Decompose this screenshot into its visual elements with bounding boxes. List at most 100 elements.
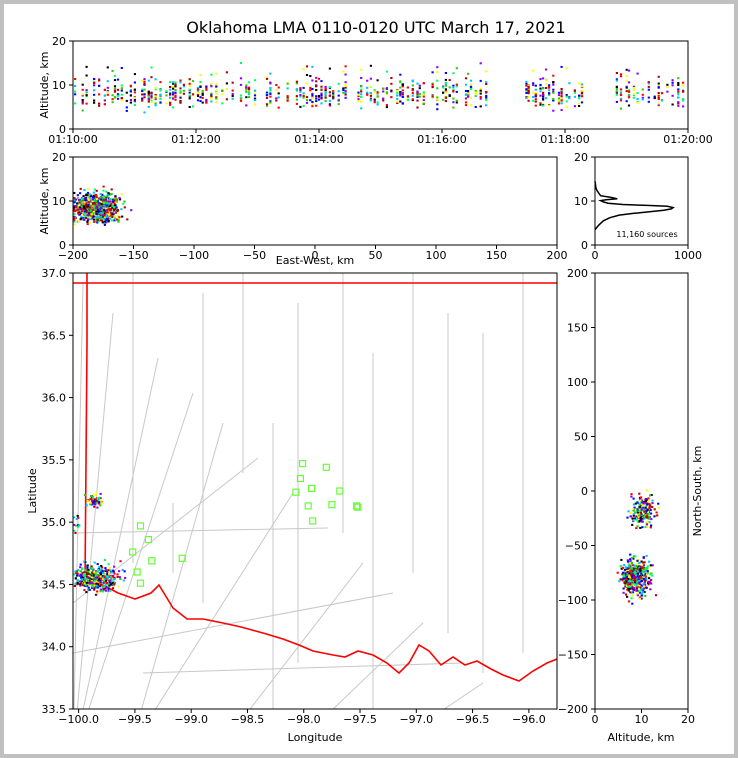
time-altitude-source (188, 85, 191, 88)
time-altitude-source (455, 85, 458, 88)
time-altitude-source (215, 92, 218, 95)
ns-altitude-source (655, 511, 658, 514)
time-altitude-source (565, 105, 568, 108)
ew-altitude-source (106, 212, 109, 215)
plan-view-source (96, 583, 99, 586)
plan-view-source (92, 576, 95, 579)
time-altitude-source (376, 91, 379, 94)
x-tick-label: −50 (243, 249, 266, 262)
plan-view-source (78, 574, 81, 577)
ns-altitude-source (626, 588, 629, 591)
ew-altitude-source (112, 201, 115, 203)
ns-altitude-source (638, 507, 641, 509)
time-altitude-source (568, 82, 571, 85)
ew-altitude-source (83, 212, 86, 215)
ew-altitude-source (79, 200, 82, 203)
time-altitude-source (342, 89, 345, 91)
ns-altitude-source (648, 560, 651, 563)
time-altitude-source (360, 85, 363, 88)
time-altitude-source (677, 102, 680, 105)
time-altitude-source (632, 85, 635, 88)
time-altitude-source (320, 96, 323, 99)
time-altitude-source (324, 86, 327, 88)
ew-altitude-source (122, 202, 125, 205)
ns-altitude-source (635, 589, 638, 592)
ew-altitude-source (110, 201, 113, 204)
ns-altitude-source (630, 597, 633, 600)
time-altitude-source (474, 89, 477, 92)
time-altitude-source (337, 82, 340, 85)
ns-altitude-source (638, 597, 642, 600)
plan-view-source (94, 572, 97, 575)
time-altitude-source (666, 83, 669, 86)
time-altitude-source (619, 88, 623, 91)
ew-altitude-source (117, 218, 120, 221)
time-altitude-source (677, 84, 680, 86)
time-altitude-source (385, 92, 388, 94)
ew-altitude-source (105, 201, 109, 204)
plan-view-source (95, 573, 98, 576)
ns-altitude-source (628, 579, 631, 582)
ew-altitude-source (86, 191, 90, 194)
time-altitude-source (373, 98, 376, 101)
plan-view-source (76, 583, 79, 586)
time-altitude-source (265, 104, 269, 107)
ew-altitude-source (113, 217, 117, 220)
time-altitude-source (93, 93, 96, 96)
plan-view-source (112, 584, 115, 587)
y-tick-label: 0 (59, 123, 66, 136)
time-altitude-source (143, 96, 146, 99)
time-altitude-source (464, 93, 468, 96)
time-altitude-source (239, 96, 243, 99)
time-altitude-source (337, 94, 340, 97)
ns-altitude-source (645, 577, 648, 580)
time-altitude-source (188, 91, 191, 94)
time-altitude-source (320, 89, 323, 91)
y-tick-label: −100 (558, 594, 588, 607)
ns-altitude-source (645, 586, 648, 589)
time-altitude-source (302, 86, 305, 89)
time-altitude-source (311, 105, 314, 108)
x-tick-label: −99.0 (174, 713, 208, 726)
time-altitude-source (98, 79, 101, 82)
plan-view-source (103, 559, 106, 561)
time-altitude-source (534, 88, 537, 91)
plan-view-source (91, 495, 94, 497)
ns-altitude-source (620, 578, 623, 581)
ns-altitude-source (642, 591, 645, 594)
time-altitude-source (344, 86, 347, 89)
ew-altitude-source (96, 198, 99, 201)
time-altitude-source (324, 95, 327, 98)
ew-altitude-source (118, 216, 121, 219)
ew-altitude-source (93, 221, 96, 223)
ns-altitude-source (635, 527, 638, 530)
ew-altitude-source (90, 218, 93, 221)
time-altitude-source (159, 89, 162, 92)
ns-altitude-source (633, 570, 636, 573)
plan-view-source (97, 568, 100, 571)
ew-altitude-source (79, 187, 82, 190)
time-altitude-source (265, 93, 269, 95)
ew-altitude-source (102, 214, 105, 217)
time-altitude-source (653, 97, 656, 100)
time-altitude-source (396, 94, 399, 97)
time-altitude-source (286, 95, 289, 98)
time-altitude-source (467, 90, 470, 92)
time-altitude-source (210, 100, 213, 103)
time-altitude-source (532, 91, 535, 94)
time-altitude-source (231, 93, 234, 95)
time-altitude-source (385, 87, 388, 90)
time-altitude-source (191, 80, 195, 83)
ew-altitude-source (114, 211, 117, 214)
time-altitude-source (369, 97, 372, 100)
time-altitude-source (376, 79, 379, 82)
time-altitude-source (302, 68, 305, 71)
time-altitude-source (309, 75, 312, 77)
time-altitude-source (369, 85, 372, 88)
ns-altitude-source (640, 592, 643, 595)
time-altitude-source (147, 95, 150, 98)
time-altitude-source (396, 100, 399, 103)
time-altitude-source (382, 99, 385, 102)
time-altitude-source (444, 72, 447, 74)
